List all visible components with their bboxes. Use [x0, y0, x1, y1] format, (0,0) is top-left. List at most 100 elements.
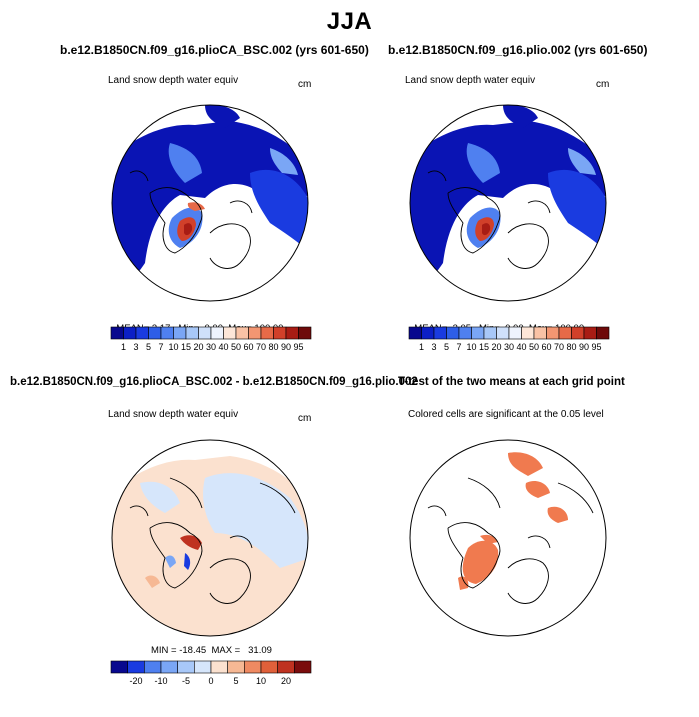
colorbar-box [273, 326, 287, 340]
snow-field-top-right [410, 105, 606, 293]
colorbar-box [160, 660, 178, 674]
colorbar-box [277, 660, 295, 674]
colorbar-box [148, 326, 162, 340]
difference-field [112, 456, 308, 636]
colorbar-tick-label: 50 [231, 342, 241, 352]
colorbar-box [210, 326, 224, 340]
colorbar-tick-label: 15 [181, 342, 191, 352]
colorbar-box [260, 326, 274, 340]
colorbar-box [210, 660, 228, 674]
subtitle-top-right: Land snow depth water equiv [405, 75, 536, 86]
colorbar-tick-label: 5 [146, 342, 151, 352]
colorbar-box [571, 326, 585, 340]
colorbar-tick-label: 0 [208, 676, 213, 686]
colorbar-tick-label: 80 [566, 342, 576, 352]
colorbar-box [123, 326, 137, 340]
colorbar-box [521, 326, 535, 340]
colorbar-box [533, 326, 547, 340]
units-top-left: cm [298, 79, 312, 90]
coastlines-bottom-left [129, 477, 296, 604]
colorbar-tick-label: 70 [554, 342, 564, 352]
colorbar-box [285, 326, 299, 340]
colorbar-box [596, 326, 610, 340]
colorbar-box [508, 326, 522, 340]
colorbar-box [135, 326, 149, 340]
colorbar-tick-label: 50 [529, 342, 539, 352]
colorbar-tick-label: 90 [579, 342, 589, 352]
colorbar-box [173, 326, 187, 340]
colorbar-tick-label: 3 [431, 342, 436, 352]
colorbar-tick-label: 95 [293, 342, 303, 352]
colorbar-box [110, 326, 124, 340]
colorbar-box [583, 326, 597, 340]
minmax-bottom-left: MIN = -18.45 MAX = 31.09 [151, 645, 272, 656]
colorbar-box [244, 660, 262, 674]
colorbar-box [260, 660, 278, 674]
colorbar-tick-label: 90 [281, 342, 291, 352]
colorbar-tick-label: 15 [479, 342, 489, 352]
colorbar-tick-label: 60 [541, 342, 551, 352]
polar-map-top-right [409, 104, 607, 302]
colorbar-box [235, 326, 249, 340]
colorbar-tick-label: 20 [193, 342, 203, 352]
colorbar-tick-label: 60 [243, 342, 253, 352]
coastlines-bottom-right [427, 477, 594, 604]
colorbar-tick-label: 3 [133, 342, 138, 352]
colorbar-tick-label: 7 [158, 342, 163, 352]
colorbar-box [421, 326, 435, 340]
colorbar-tick-label: 1 [121, 342, 126, 352]
colorbar-tick-label: 30 [206, 342, 216, 352]
colorbar-box [127, 660, 145, 674]
subtitle-bottom-left: Land snow depth water equiv [108, 409, 239, 420]
colorbar-box [558, 326, 572, 340]
colorbar-top-right: 1 3 5 7 10 15 20 30 40 50 60 70 80 90 95 [408, 326, 610, 352]
panel-title-bottom-left: b.e12.B1850CN.f09_g16.plioCA_BSC.002 - b… [10, 376, 418, 388]
colorbar-tick-label: 1 [419, 342, 424, 352]
colorbar-tick-label: -10 [154, 676, 167, 686]
colorbar-box [294, 660, 312, 674]
colorbar-tick-label: 10 [168, 342, 178, 352]
subtitle-top-left: Land snow depth water equiv [108, 75, 239, 86]
panel-title-bottom-right: T-test of the two means at each grid poi… [398, 376, 625, 388]
colorbar-tick-label: 70 [256, 342, 266, 352]
colorbar-tick-label: 20 [491, 342, 501, 352]
colorbar-box [198, 326, 212, 340]
units-bottom-left: cm [298, 413, 312, 424]
colorbar-tick-label: 30 [504, 342, 514, 352]
main-title: JJA [326, 8, 373, 35]
colorbar-box [433, 326, 447, 340]
colorbar-box [298, 326, 312, 340]
colorbar-tick-label: 40 [516, 342, 526, 352]
coastlines-top-right [427, 170, 551, 269]
colorbar-box [546, 326, 560, 340]
colorbar-box [160, 326, 174, 340]
colorbar-tick-label: 95 [591, 342, 601, 352]
colorbar-box [194, 660, 212, 674]
colorbar-tick-label: 5 [233, 676, 238, 686]
colorbar-box [458, 326, 472, 340]
colorbar-tick-label: 10 [466, 342, 476, 352]
colorbar-bottom-left: -20 -10 -5 0 5 10 20 [110, 660, 312, 686]
colorbar-box [446, 326, 460, 340]
colorbar-box [408, 326, 422, 340]
colorbar-box [471, 326, 485, 340]
polar-map-top-left [111, 104, 309, 302]
polar-map-bottom-right [409, 439, 607, 637]
colorbar-box [110, 660, 128, 674]
colorbar-top-left: 1 3 5 7 10 15 20 30 40 50 60 70 80 90 95 [110, 326, 312, 352]
panel-title-top-left: b.e12.B1850CN.f09_g16.plioCA_BSC.002 (yr… [60, 43, 369, 57]
colorbar-tick-label: -5 [182, 676, 190, 686]
colorbar-tick-label: 20 [281, 676, 291, 686]
panel-title-top-right: b.e12.B1850CN.f09_g16.plio.002 (yrs 601-… [388, 43, 648, 57]
colorbar-tick-label: 80 [268, 342, 278, 352]
units-top-right: cm [596, 79, 610, 90]
significance-field [458, 452, 568, 590]
subtitle-bottom-right: Colored cells are significant at the 0.0… [408, 409, 604, 420]
coastlines-top-left [129, 170, 253, 269]
colorbar-box [144, 660, 162, 674]
colorbar-tick-label: 10 [256, 676, 266, 686]
colorbar-box [185, 326, 199, 340]
colorbar-box [177, 660, 195, 674]
colorbar-box [483, 326, 497, 340]
colorbar-tick-label: 40 [218, 342, 228, 352]
